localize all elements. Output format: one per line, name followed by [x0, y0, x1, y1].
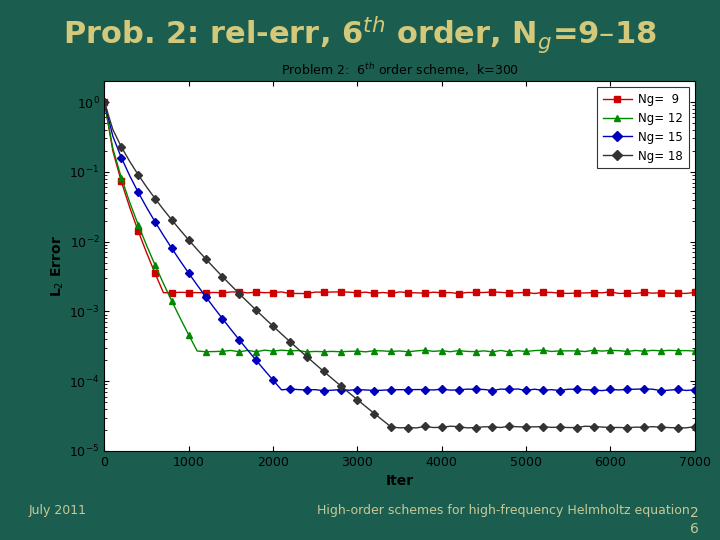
Text: 2
6: 2 6: [690, 506, 698, 536]
Text: Prob. 2: rel-err, 6$^{th}$ order, N$_g$=9–18: Prob. 2: rel-err, 6$^{th}$ order, N$_g$=…: [63, 15, 657, 56]
Y-axis label: L$_2$ Error: L$_2$ Error: [50, 235, 66, 297]
X-axis label: Iter: Iter: [385, 474, 414, 488]
Title: Problem 2:  6$^{th}$ order scheme,  k=300: Problem 2: 6$^{th}$ order scheme, k=300: [281, 62, 518, 78]
Legend: Ng=  9, Ng= 12, Ng= 15, Ng= 18: Ng= 9, Ng= 12, Ng= 15, Ng= 18: [597, 87, 689, 168]
Text: July 2011: July 2011: [29, 504, 87, 517]
Text: High-order schemes for high-frequency Helmholtz equation: High-order schemes for high-frequency He…: [317, 504, 690, 517]
